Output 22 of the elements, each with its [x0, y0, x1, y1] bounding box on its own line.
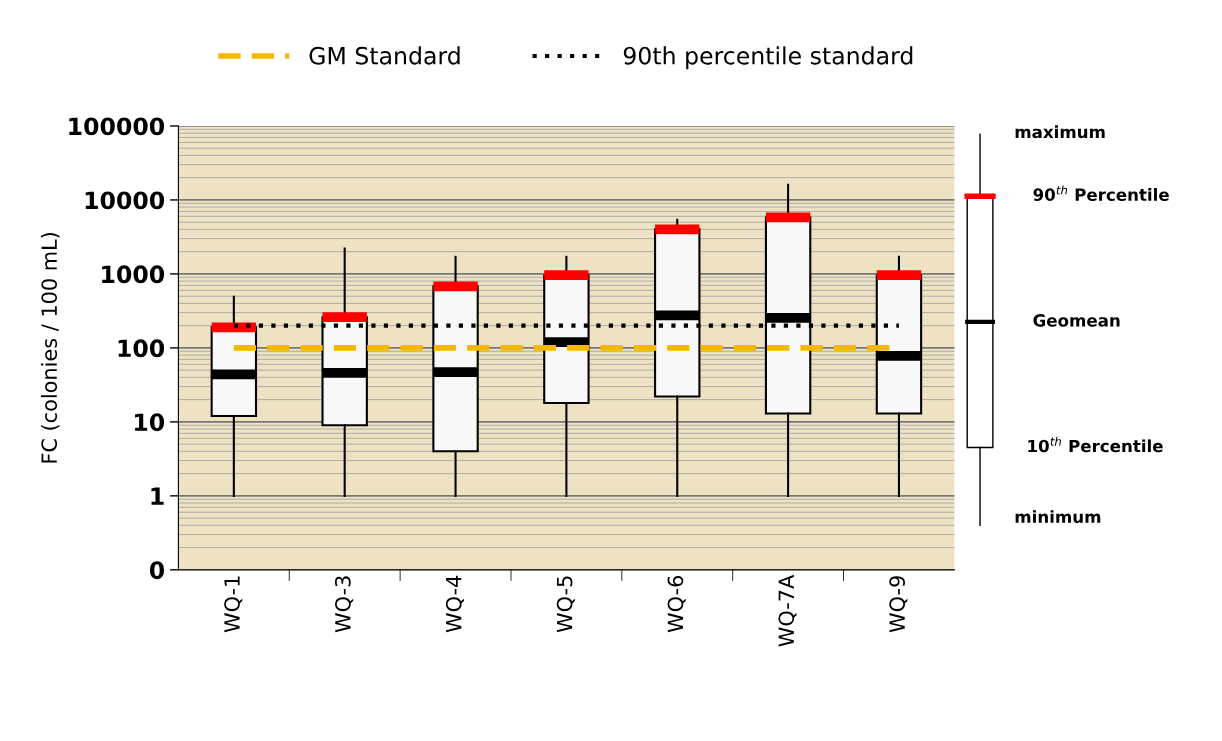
- y-tick-label: 1: [151, 487, 164, 505]
- y-axis-title: FC (colonies / 100 mL): [40, 233, 60, 463]
- x-tick-label: WQ-5: [556, 576, 575, 633]
- text: 10$^{th}$ Percentile: [1028, 436, 1163, 453]
- legend-label: GM Standard: [309, 46, 460, 65]
- y-tick-label: 1000: [102, 265, 165, 284]
- y-tick-label: 10000: [85, 191, 165, 210]
- text: 90$^{th}$ Percentile: [1033, 185, 1169, 201]
- x-tick-label: WQ-1: [224, 576, 243, 633]
- y-tick-label: 100: [118, 339, 165, 358]
- y-tick-label: 10: [135, 413, 165, 432]
- y-tick-label: 0: [149, 561, 165, 580]
- x-tick-label: WQ-4: [445, 575, 464, 633]
- y-tick-label: 100000: [69, 117, 165, 136]
- text: minimum: [1015, 510, 1101, 524]
- x-tick-label: WQ-6: [667, 576, 686, 633]
- x-tick-label: WQ-7A: [778, 574, 797, 647]
- x-tick-label: WQ-9: [889, 576, 908, 633]
- legend-label: 90th percentile standard: [623, 46, 913, 70]
- text: Geomean: [1033, 314, 1120, 327]
- text: maximum: [1015, 125, 1105, 139]
- x-tick-label: WQ-3: [334, 576, 354, 633]
